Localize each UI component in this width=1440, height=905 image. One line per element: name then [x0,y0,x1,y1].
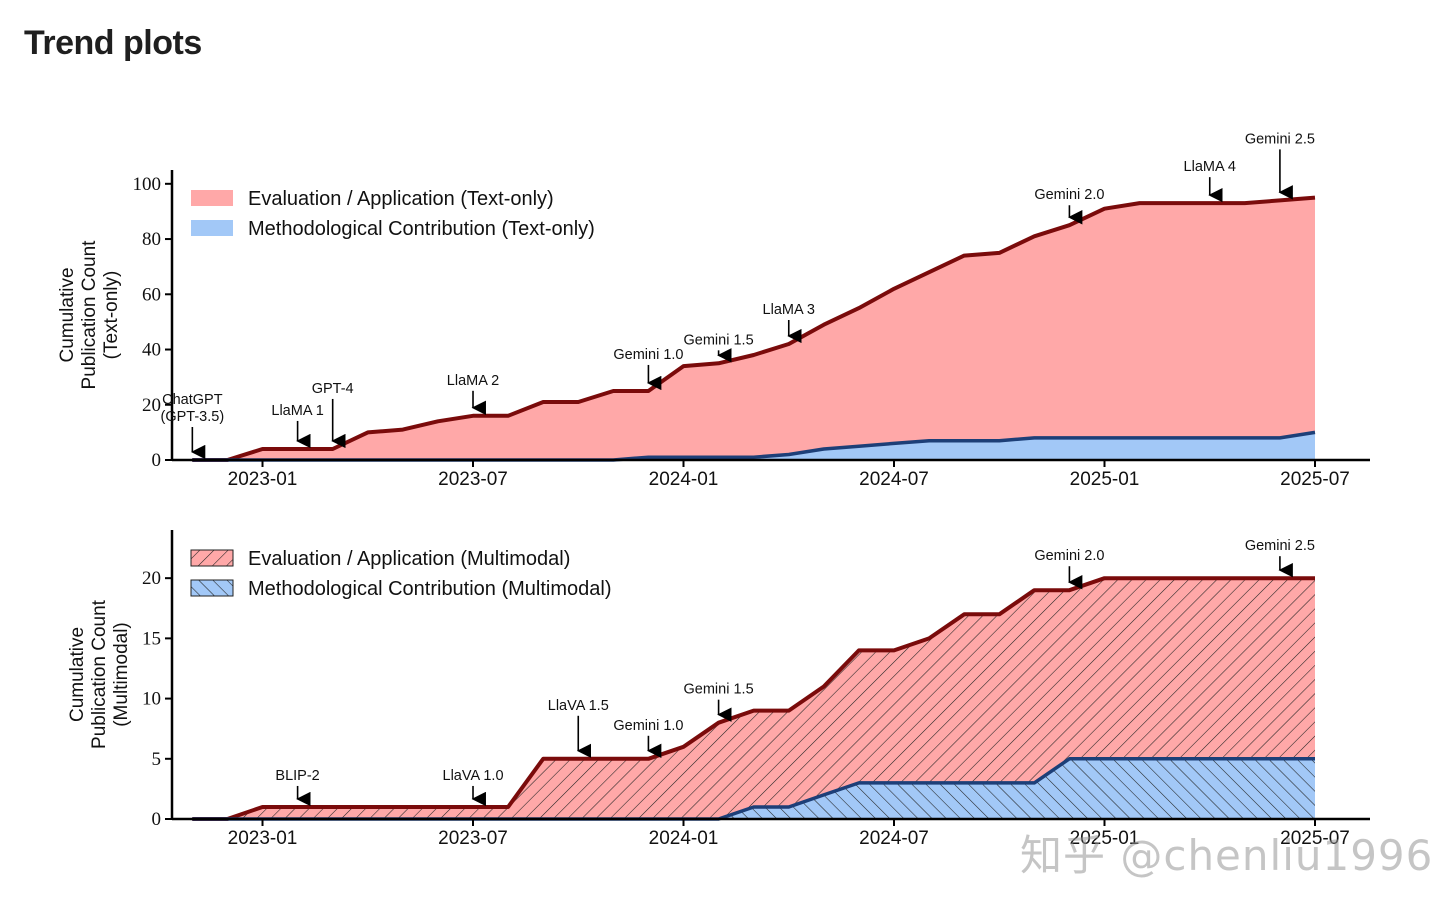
x-tick-label: 2023-01 [228,828,298,849]
legend-swatch [190,579,234,597]
y-tick-label: 15 [142,628,161,649]
annotation-label: Gemini 1.0 [613,718,683,734]
annotation-label: Gemini 2.0 [1034,187,1104,203]
annotation-label: LlaMA 2 [447,373,499,389]
x-tick-label: 2023-07 [438,828,508,849]
y-tick-label: 0 [152,809,162,830]
x-tick-label: 2023-01 [228,469,298,490]
legend-swatch [190,549,234,567]
annotation-label: Gemini 2.5 [1245,131,1315,147]
x-tick-label: 2024-07 [859,828,929,849]
page-title: Trend plots [24,24,202,62]
x-tick-label: 2025-01 [1070,828,1140,849]
eval-line [192,195,1316,462]
y-tick-label: 80 [142,229,161,250]
y-tick-label: 40 [142,340,161,361]
y-axis-label: CumulativePublication Count(Multimodal) [67,599,132,749]
y-tick-label: 100 [133,174,162,195]
y-tick-label: 20 [142,568,161,589]
x-tick-label: 2024-01 [649,828,719,849]
x-tick-label: 2025-07 [1280,469,1350,490]
method-area [192,758,1315,819]
x-tick-label: 2023-07 [438,469,508,490]
eval-area [192,197,1315,460]
x-tick-label: 2025-07 [1280,828,1350,849]
y-tick-label: 5 [152,749,162,770]
multimodal-chart: 0 5 10 15 20 2023-01 2023-07 2024-01 2024-07 2025… [67,530,1370,849]
annotation-label: Gemini 2.0 [1034,548,1104,564]
annotation-label: LlaMA 4 [1184,159,1236,175]
x-tick-label: 2025-01 [1070,469,1140,490]
annotation-label: GPT-4 [312,381,354,397]
annotation-label: Gemini 2.5 [1245,538,1315,554]
legend-swatch [191,220,233,236]
y-tick-label: 20 [142,395,161,416]
y-tick-label: 0 [152,450,162,471]
annotation-label: LlaVA 1.5 [548,698,609,714]
legend-swatch [191,190,233,206]
annotation-label: LlaMA 3 [763,302,815,318]
eval-line [192,576,1315,821]
y-axis-label: CumulativePublication Count(Text-only) [57,240,122,390]
eval-area [192,578,1315,819]
annotation-label: Gemini 1.5 [684,332,754,348]
x-tick-label: 2024-01 [649,469,719,490]
y-tick-label: 60 [142,284,161,305]
y-tick-label: 10 [142,689,161,710]
legend-label: Evaluation / Application (Text-only) [248,188,554,210]
annotation-label: Gemini 1.5 [684,682,754,698]
annotation-label: Gemini 1.0 [613,347,683,363]
annotation-label: LlaVA 1.0 [443,768,504,784]
x-tick-label: 2024-07 [859,469,929,490]
annotation-label: BLIP-2 [275,768,319,784]
legend-label: Methodological Contribution (Text-only) [248,218,595,240]
legend-label: Methodological Contribution (Multimodal) [248,578,612,600]
text-only-chart: 0 20 40 60 80 100 2023-01 2023-07 2024-01 2024-07… [57,131,1370,490]
annotation-label: ChatGPT [162,392,223,408]
legend-label: Evaluation / Application (Multimodal) [248,548,570,570]
watermark: 知乎 @chenliu1996 [1020,831,1434,880]
annotation-label: (GPT-3.5) [161,409,225,425]
annotation-label: LlaMA 1 [271,403,323,419]
